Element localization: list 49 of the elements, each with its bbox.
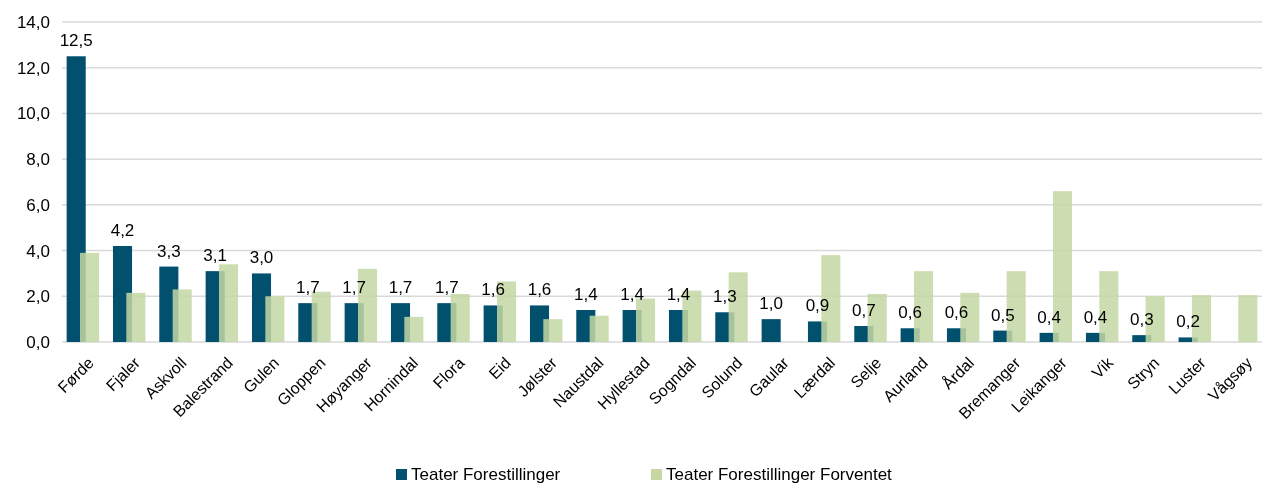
data-label: 0,4 <box>1037 307 1061 327</box>
legend-label: Teater Forestillinger <box>411 465 561 484</box>
data-label: 1,6 <box>527 280 552 300</box>
bar <box>218 264 239 342</box>
data-label: 4,2 <box>110 221 135 240</box>
bar <box>589 315 609 342</box>
data-label: 0,6 <box>898 303 922 323</box>
data-label: 1,7 <box>342 278 366 298</box>
y-tick-label: 14,0 <box>16 12 50 32</box>
data-label: 0,4 <box>1083 307 1108 327</box>
bar <box>172 289 192 342</box>
data-label: 1,0 <box>759 294 783 314</box>
data-label: 1,3 <box>713 287 737 307</box>
data-label: 0,9 <box>805 296 830 316</box>
y-tick-label: 8,0 <box>26 150 50 170</box>
y-tick-label: 2,0 <box>26 287 50 307</box>
bar <box>404 316 424 342</box>
data-label: 0,5 <box>990 305 1015 325</box>
bar <box>126 292 146 342</box>
data-label: 1,4 <box>620 285 644 304</box>
data-label: 3,0 <box>249 248 274 268</box>
y-tick-label: 4,0 <box>26 241 50 261</box>
y-tick-label: 0,0 <box>26 332 50 352</box>
data-label: 0,6 <box>944 303 969 323</box>
bar <box>543 319 563 342</box>
data-label: 3,3 <box>157 241 181 261</box>
data-label: 1,4 <box>666 285 691 304</box>
data-label: 1,6 <box>481 280 505 300</box>
legend-label: Teater Forestillinger Forventet <box>666 465 893 484</box>
x-tick-label: Eid <box>485 354 514 383</box>
bar <box>761 319 781 342</box>
y-tick-label: 12,0 <box>16 58 50 78</box>
data-label: 12,5 <box>59 31 93 51</box>
bar <box>450 294 470 342</box>
bar <box>66 56 86 342</box>
data-label: 1,7 <box>296 278 320 298</box>
data-label: 1,4 <box>574 285 598 304</box>
y-tick-label: 6,0 <box>26 195 50 215</box>
x-tick-label: Vik <box>1088 353 1117 382</box>
y-tick-label: 10,0 <box>16 104 50 124</box>
bar <box>1238 295 1258 342</box>
bar <box>265 296 285 342</box>
data-label: 0,2 <box>1176 312 1200 332</box>
bar <box>79 252 100 342</box>
data-label: 0,3 <box>1129 310 1154 330</box>
data-label: 3,1 <box>203 246 227 266</box>
data-label: 1,7 <box>435 278 459 298</box>
data-label: 1,7 <box>388 278 413 298</box>
data-label: 0,7 <box>852 301 876 320</box>
